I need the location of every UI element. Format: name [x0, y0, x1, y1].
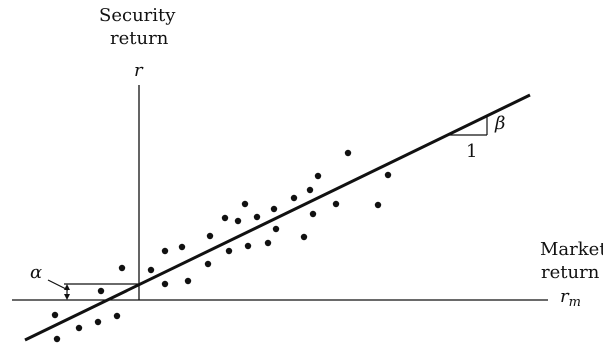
scatter-point [309, 210, 317, 218]
scatter-point [184, 277, 192, 285]
x-axis-symbol: rm [560, 286, 581, 311]
market-return-label-line1: Market [540, 239, 603, 260]
beta-label: β [495, 113, 506, 134]
x-axis-symbol-subscript: m [568, 295, 581, 310]
scatter-point [225, 247, 233, 255]
scatter-point [241, 200, 249, 208]
scatter-point [221, 214, 229, 222]
scatter-point [206, 232, 214, 240]
y-axis-symbol: r [134, 60, 143, 81]
scatter-point [94, 318, 102, 326]
scatter-point [178, 243, 186, 251]
slope-run-label: 1 [466, 141, 478, 162]
alpha-leader-line [47, 279, 69, 291]
scatter-point [374, 201, 382, 209]
scatter-point [51, 311, 59, 319]
scatter-point [270, 205, 278, 213]
alpha-label: α [30, 262, 43, 283]
security-return-label-line2: return [110, 28, 169, 49]
x-axis-symbol-main: r [560, 286, 569, 307]
scatter-point [290, 194, 298, 202]
market-return-label-line2: return [541, 262, 600, 283]
scatter-point [204, 260, 212, 268]
scatter-point [384, 171, 392, 179]
scatter-point [75, 324, 83, 332]
scatter-point [264, 239, 272, 247]
scatter-points [51, 149, 392, 343]
alpha-arrow-head-down [64, 294, 70, 300]
security-return-label-line1: Security [99, 5, 176, 26]
scatter-point [113, 312, 121, 320]
scatter-point [244, 242, 252, 250]
scatter-point [118, 264, 126, 272]
scatter-point [253, 213, 261, 221]
scatter-point [300, 233, 308, 241]
scatter-point [53, 335, 61, 343]
scatter-point [161, 280, 169, 288]
scatter-point [344, 149, 352, 157]
scatter-point [314, 172, 322, 180]
scatter-point [306, 186, 314, 194]
regression-line [24, 93, 531, 342]
scatter-point [234, 217, 242, 225]
scatter-point [97, 287, 105, 295]
scatter-point [332, 200, 340, 208]
scatter-point [161, 247, 169, 255]
scatter-point [272, 225, 280, 233]
scatter-point [147, 266, 155, 274]
